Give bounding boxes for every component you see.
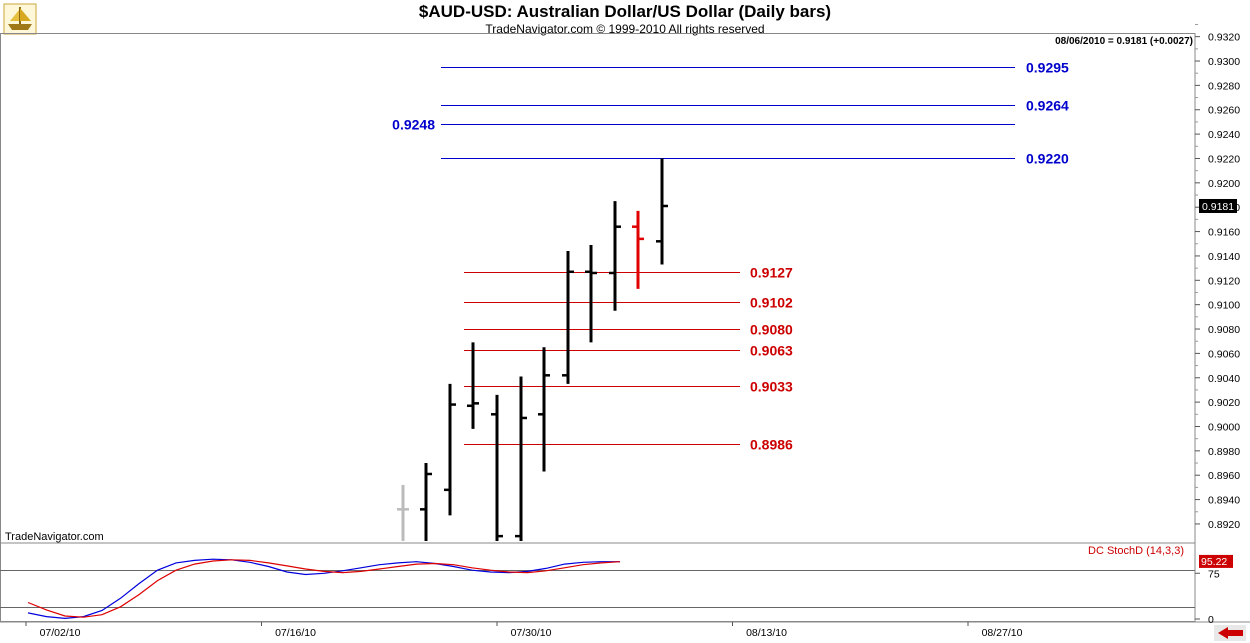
- price-readout: 08/06/2010 = 0.9181 (+0.0027): [1055, 36, 1193, 47]
- date-tick-label: 07/02/10: [40, 627, 81, 639]
- price-tick-label: 0.9320: [1208, 32, 1240, 44]
- support-label: 0.9127: [750, 265, 793, 281]
- price-tick-label: 0.9280: [1208, 80, 1240, 92]
- price-tick-label: 0.8920: [1208, 519, 1240, 531]
- ohlc-bar: [562, 251, 574, 384]
- price-axis: 0.8920 0.8940 0.8960 0.8980 0.9000 0.9020 0.90…: [1195, 23, 1240, 531]
- support-label: 0.8986: [750, 437, 793, 453]
- ohlc-bar: [585, 244, 597, 343]
- copyright-subtitle: TradeNavigator.com © 1999-2010 All right…: [485, 22, 765, 36]
- stoch-tick-label: 0: [1208, 614, 1214, 626]
- resistance-label: 0.9248: [392, 117, 435, 133]
- ohlc-bar: [515, 376, 527, 541]
- date-tick-label: 08/27/10: [982, 627, 1023, 639]
- support-label: 0.9102: [750, 295, 793, 311]
- price-tick-label: 0.9220: [1208, 153, 1240, 165]
- price-tick-label: 0.9160: [1208, 227, 1240, 239]
- price-tick-label: 0.9240: [1208, 129, 1240, 141]
- resistance-label: 0.9220: [1026, 151, 1069, 167]
- price-tick-label: 0.9260: [1208, 105, 1240, 117]
- ohlc-bar: [397, 484, 409, 541]
- date-tick-label: 07/16/10: [275, 627, 316, 639]
- chart-title: $AUD-USD: Australian Dollar/US Dollar (D…: [418, 2, 832, 21]
- support-label: 0.9033: [750, 379, 793, 395]
- price-tick-label: 0.9000: [1208, 421, 1240, 433]
- ohlc-bar: [538, 347, 550, 472]
- price-tick-label: 0.9060: [1208, 348, 1240, 360]
- price-tick-label: 0.9300: [1208, 56, 1240, 68]
- date-tick-label: 07/30/10: [511, 627, 552, 639]
- support-label: 0.9063: [750, 343, 793, 359]
- stochastic-legend: DC StochD (14,3,3): [1088, 545, 1184, 557]
- price-tick-label: 0.9120: [1208, 275, 1240, 287]
- scroll-left-arrow-icon[interactable]: [1214, 625, 1246, 641]
- support-label: 0.9080: [750, 322, 793, 338]
- stochastic-panel: 75 0 95.22: [0, 554, 1233, 626]
- price-levels: 0.9295 0.9264 0.9248 0.9220 0.9127 0.9102 0.90…: [392, 60, 1069, 453]
- chart-frame: [0, 33, 1250, 623]
- price-tick-label: 0.9040: [1208, 373, 1240, 385]
- last-price-label: 0.9181: [1202, 201, 1234, 213]
- resistance-label: 0.9264: [1026, 98, 1069, 114]
- price-tick-label: 0.8960: [1208, 470, 1240, 482]
- ohlc-bar: [632, 210, 644, 289]
- date-axis: 07/02/10 07/16/10 07/30/10 08/13/10 08/27/10: [25, 622, 1023, 639]
- brand-watermark: TradeNavigator.com: [5, 531, 104, 543]
- ohlc-bar: [420, 463, 432, 541]
- price-tick-label: 0.9020: [1208, 397, 1240, 409]
- ohlc-bar: [609, 201, 621, 311]
- ohlc-bar: [467, 342, 479, 429]
- stoch-last-label: 95.22: [1201, 556, 1227, 568]
- ohlc-bar: [491, 394, 503, 541]
- ohlc-bar: [444, 383, 456, 516]
- date-tick-label: 08/13/10: [746, 627, 787, 639]
- resistance-label: 0.9295: [1026, 60, 1069, 76]
- ohlc-bar: [656, 158, 668, 265]
- stoch-series-d: [27, 559, 621, 618]
- stoch-last-tag: [1199, 554, 1233, 568]
- price-tick-label: 0.9080: [1208, 324, 1240, 336]
- tradenavigator-ship-logo-icon: [3, 3, 37, 35]
- price-tick-label: 0.9140: [1208, 251, 1240, 263]
- price-tick-label: 0.8980: [1208, 446, 1240, 458]
- plot-border: [0, 33, 1196, 622]
- price-bars: [397, 158, 668, 541]
- price-tick-label: 0.9200: [1208, 178, 1240, 190]
- stoch-series-k: [27, 558, 620, 620]
- price-tick-label: 0.9100: [1208, 300, 1240, 312]
- stoch-tick-label: 75: [1208, 568, 1220, 580]
- last-price-tag: [1199, 198, 1237, 213]
- price-tick-label: 0.8940: [1208, 495, 1240, 507]
